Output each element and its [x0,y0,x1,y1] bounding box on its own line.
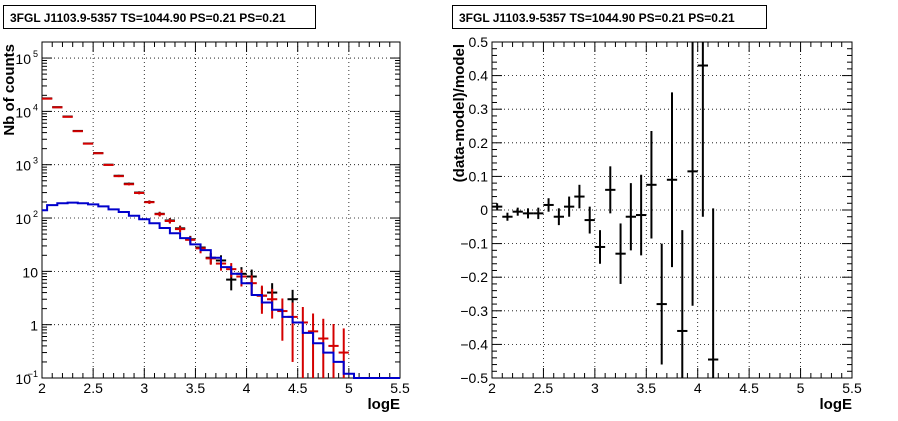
x-tick-label: 4 [694,380,702,396]
data-point [636,174,647,256]
x-axis-label: logE [820,396,853,413]
y-tick-exponent: 3 [33,156,38,166]
x-tick-label: 3.5 [186,380,206,396]
model-point [72,130,83,133]
data-point [512,207,523,216]
data-point [594,230,606,264]
y-tick-label: 0.2 [469,135,489,151]
x-tick-label: 2.5 [534,380,554,396]
data-point [543,198,554,212]
data-point [687,42,698,306]
y-tick-label: 0.5 [469,34,489,50]
model-point [123,183,135,186]
residuals-plot-title: 3FGL J1103.9-5357 TS=1044.90 PS=0.21 PS=… [452,5,767,29]
model-point [113,175,124,178]
model-point [82,142,94,145]
model-point [297,306,308,378]
data-point [625,183,636,251]
model-point [103,163,114,166]
y-tick-exponent: 4 [33,102,38,112]
model-point [164,218,175,224]
y-tick-label: 10 [15,211,31,227]
data-point [492,203,503,210]
x-tick-label: 3 [140,380,148,396]
y-tick-label: −0.2 [460,269,488,285]
y-tick-exponent: 2 [33,209,38,219]
x-tick-label: 4 [243,380,251,396]
y-tick-label: 10 [15,371,31,387]
data-point [697,42,708,217]
model-point [287,302,298,362]
data-point [584,206,595,234]
x-tick-label: 5 [797,380,805,396]
data-point [522,208,534,219]
model-point [144,200,155,204]
model-point [62,115,73,118]
x-axis-label: logE [368,396,401,413]
x-tick-label: 2 [488,380,496,396]
y-tick-label: −0.4 [460,336,488,352]
x-tick-label: 3.5 [637,380,657,396]
x-tick-label: 3 [591,380,599,396]
data-point [646,131,657,239]
y-tick-label: 10 [15,158,31,174]
y-tick-exponent: 5 [33,49,38,59]
y-tick-label: 1 [30,318,38,334]
y-tick-label: 10 [15,104,31,120]
model-point [93,152,104,155]
x-tick-label: 5 [345,380,353,396]
data-point [666,92,678,268]
model-point [328,323,339,378]
y-tick-label: 0.1 [469,168,489,184]
x-tick-label: 2 [38,380,46,396]
model-point [277,298,288,341]
x-tick-label: 4.5 [739,380,759,396]
y-tick-label: −0.1 [460,236,488,252]
data-point [533,207,544,220]
y-tick-label: −0.5 [460,370,488,386]
data-point [502,212,513,221]
model-point [134,191,145,195]
x-tick-label: 5.5 [842,380,862,396]
y-axis-label: Nb of counts [1,44,18,136]
plot-frame [41,41,401,379]
y-axis-label: (data-model)/model [451,44,468,182]
residuals-plot: 2 2.5 3 3.5 4 4.5 5 5.5 −0.5 −0.4 −0.3 −0.2 −0.1 0 0.1… [451,34,862,413]
x-tick-label: 2.5 [83,380,103,396]
model-point [154,212,165,217]
counts-plot-title: 3FGL J1103.9-5357 TS=1044.90 PS=0.21 PS=… [3,5,316,29]
data-point [574,184,585,209]
model-step-line [42,201,400,379]
y-tick-label: 10 [22,264,38,280]
model-point [174,226,186,233]
data-point [615,223,626,284]
y-tick-label: −0.3 [460,303,488,319]
data-point [708,208,719,378]
data-point [677,230,688,378]
data-point [553,208,564,226]
y-tick-label: 0.3 [469,101,489,117]
y-tick-label: 0.4 [469,68,489,84]
y-tick-label: 10 [15,51,31,67]
y-tick-exponent: −1 [28,369,38,379]
model-point [307,313,319,378]
data-point [605,166,616,214]
x-tick-label: 4.5 [288,380,308,396]
x-tick-label: 5.5 [390,380,410,396]
data-point [656,243,667,365]
data-point [564,196,575,217]
y-tick-label: 0 [480,202,488,218]
